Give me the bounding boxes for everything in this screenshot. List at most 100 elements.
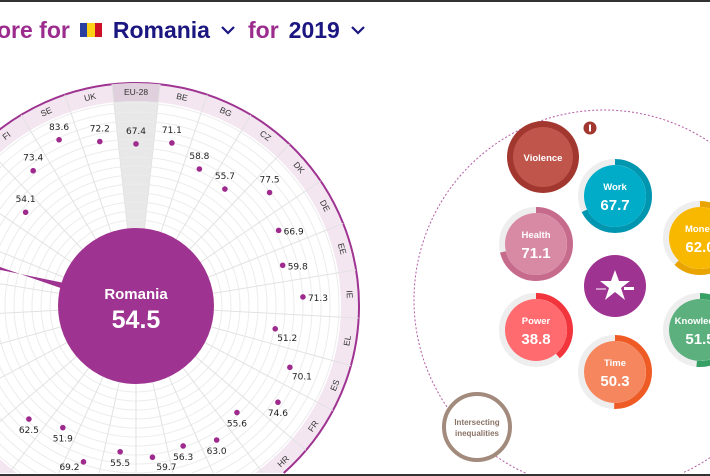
domain-knowledge[interactable]: Knowledge 51.5 (663, 293, 710, 367)
flag-stripe (87, 23, 95, 37)
country-score-label: 62.5 (19, 426, 39, 436)
grid-spoke (98, 382, 120, 474)
country-score-dot[interactable] (60, 424, 66, 431)
domain-power[interactable]: Power 38.8 (499, 293, 573, 367)
domain-score: 38.8 (521, 331, 550, 348)
country-score-label: 71.3 (308, 294, 328, 304)
domain-progress-arc (499, 293, 573, 367)
page-title: ore for Romania for 2019 (0, 12, 378, 48)
domain-time[interactable]: Time 50.3 (578, 335, 652, 409)
domain-score: 51.5 (685, 331, 710, 348)
country-score-label: 55.6 (227, 420, 247, 430)
intersecting-inequalities-button[interactable]: Intersecting inequalities (442, 392, 512, 462)
country-score-label: 63.0 (207, 447, 227, 457)
grid-circle (49, 219, 223, 393)
domain-work[interactable]: Work 67.7 (578, 159, 652, 233)
domain-circle (584, 165, 646, 227)
grid-spoke (8, 367, 90, 474)
selected-country-circle (58, 228, 214, 384)
domain-name: Time (604, 358, 626, 369)
country-score-label: 66.9 (284, 227, 304, 237)
domain-circle (669, 299, 710, 361)
country-score-dot[interactable] (266, 189, 273, 196)
chevron-down-icon[interactable] (348, 23, 368, 37)
country-label-bg: BG (218, 105, 233, 119)
domain-money[interactable]: Money 62.0 (663, 201, 710, 275)
country-score-dot[interactable] (80, 459, 87, 465)
country-score-label: 51.9 (53, 435, 73, 445)
country-score-dot[interactable] (272, 326, 279, 332)
intersecting-label: inequalities (455, 429, 500, 438)
gender-equality-star-icon (596, 270, 634, 300)
country-score-dot[interactable] (213, 437, 220, 443)
country-score-label: 54.1 (16, 195, 36, 205)
grid-circle (0, 102, 340, 474)
domain-health[interactable]: Health 71.1 (499, 207, 573, 281)
domain-circle (669, 207, 710, 269)
country-score-label: 77.5 (260, 176, 280, 186)
country-score-dot[interactable] (180, 443, 186, 449)
eu-reference-label-band (111, 83, 161, 103)
country-score-dot[interactable] (222, 186, 228, 192)
grid-spoke (0, 213, 72, 263)
star-bar (624, 287, 634, 290)
country-score-dot[interactable] (300, 294, 306, 300)
grid-spoke (204, 342, 334, 411)
country-score-label: 55.7 (215, 172, 235, 182)
grid-spoke (152, 382, 174, 474)
romania-flag-icon (79, 23, 102, 37)
grid-spoke (0, 342, 68, 379)
country-score-dot[interactable] (234, 409, 240, 416)
grid-spoke (0, 251, 64, 278)
country-label-se: SE (39, 105, 54, 119)
grid-spoke (0, 326, 61, 345)
domain-violence[interactable]: Violence (507, 121, 579, 193)
country-score-dot[interactable] (287, 364, 293, 371)
country-score-label: 59.7 (156, 463, 176, 473)
top-border (0, 0, 710, 2)
grid-spoke (212, 269, 357, 294)
country-score-dot[interactable] (30, 167, 36, 174)
grid-circle (0, 138, 304, 474)
country-score-label: 73.4 (23, 154, 43, 164)
domain-circle (513, 127, 573, 187)
country-score-dot[interactable] (22, 209, 29, 216)
grid-spoke (0, 283, 60, 294)
domain-progress-arc (578, 159, 652, 233)
country-score-label: 59.8 (288, 262, 308, 272)
grid-spoke (182, 367, 264, 474)
country-score-dot[interactable] (26, 416, 32, 422)
country-score-dot[interactable] (133, 141, 139, 147)
country-score-dot[interactable] (97, 138, 103, 145)
selected-country-wedge (0, 267, 64, 289)
grid-circle (22, 192, 250, 420)
country-score-dot[interactable] (196, 166, 203, 172)
domains-boundary (413, 109, 710, 474)
country-score-dot[interactable] (275, 399, 281, 406)
chevron-down-icon[interactable] (218, 23, 238, 37)
country-score-dot[interactable] (117, 448, 123, 455)
country-score-dot[interactable] (56, 136, 62, 143)
grid-spoke (58, 376, 104, 474)
year-select[interactable]: 2019 (288, 16, 340, 43)
grid-circle (0, 147, 295, 465)
country-score-dot[interactable] (279, 262, 286, 269)
grid-spoke (175, 114, 252, 240)
domain-score: 62.0 (685, 239, 710, 256)
country-score-dot[interactable] (149, 454, 156, 461)
country-label-es: ES (328, 378, 342, 393)
domain-name: Knowledge (675, 316, 710, 327)
domain-circle (505, 299, 567, 361)
country-score-label: 69.2 (59, 463, 79, 473)
country-score-label: 71.1 (162, 126, 182, 136)
eu-reference-sector (113, 100, 159, 229)
country-score-dot[interactable] (275, 227, 282, 234)
star-shape (600, 270, 630, 300)
country-score-label: 74.6 (268, 409, 288, 419)
country-score-label: 51.2 (277, 334, 297, 344)
country-score-dot[interactable] (169, 140, 175, 146)
grid-spoke (189, 143, 290, 250)
grid-circle (4, 174, 268, 438)
country-select[interactable]: Romania (112, 16, 210, 43)
grid-spoke (20, 114, 97, 240)
